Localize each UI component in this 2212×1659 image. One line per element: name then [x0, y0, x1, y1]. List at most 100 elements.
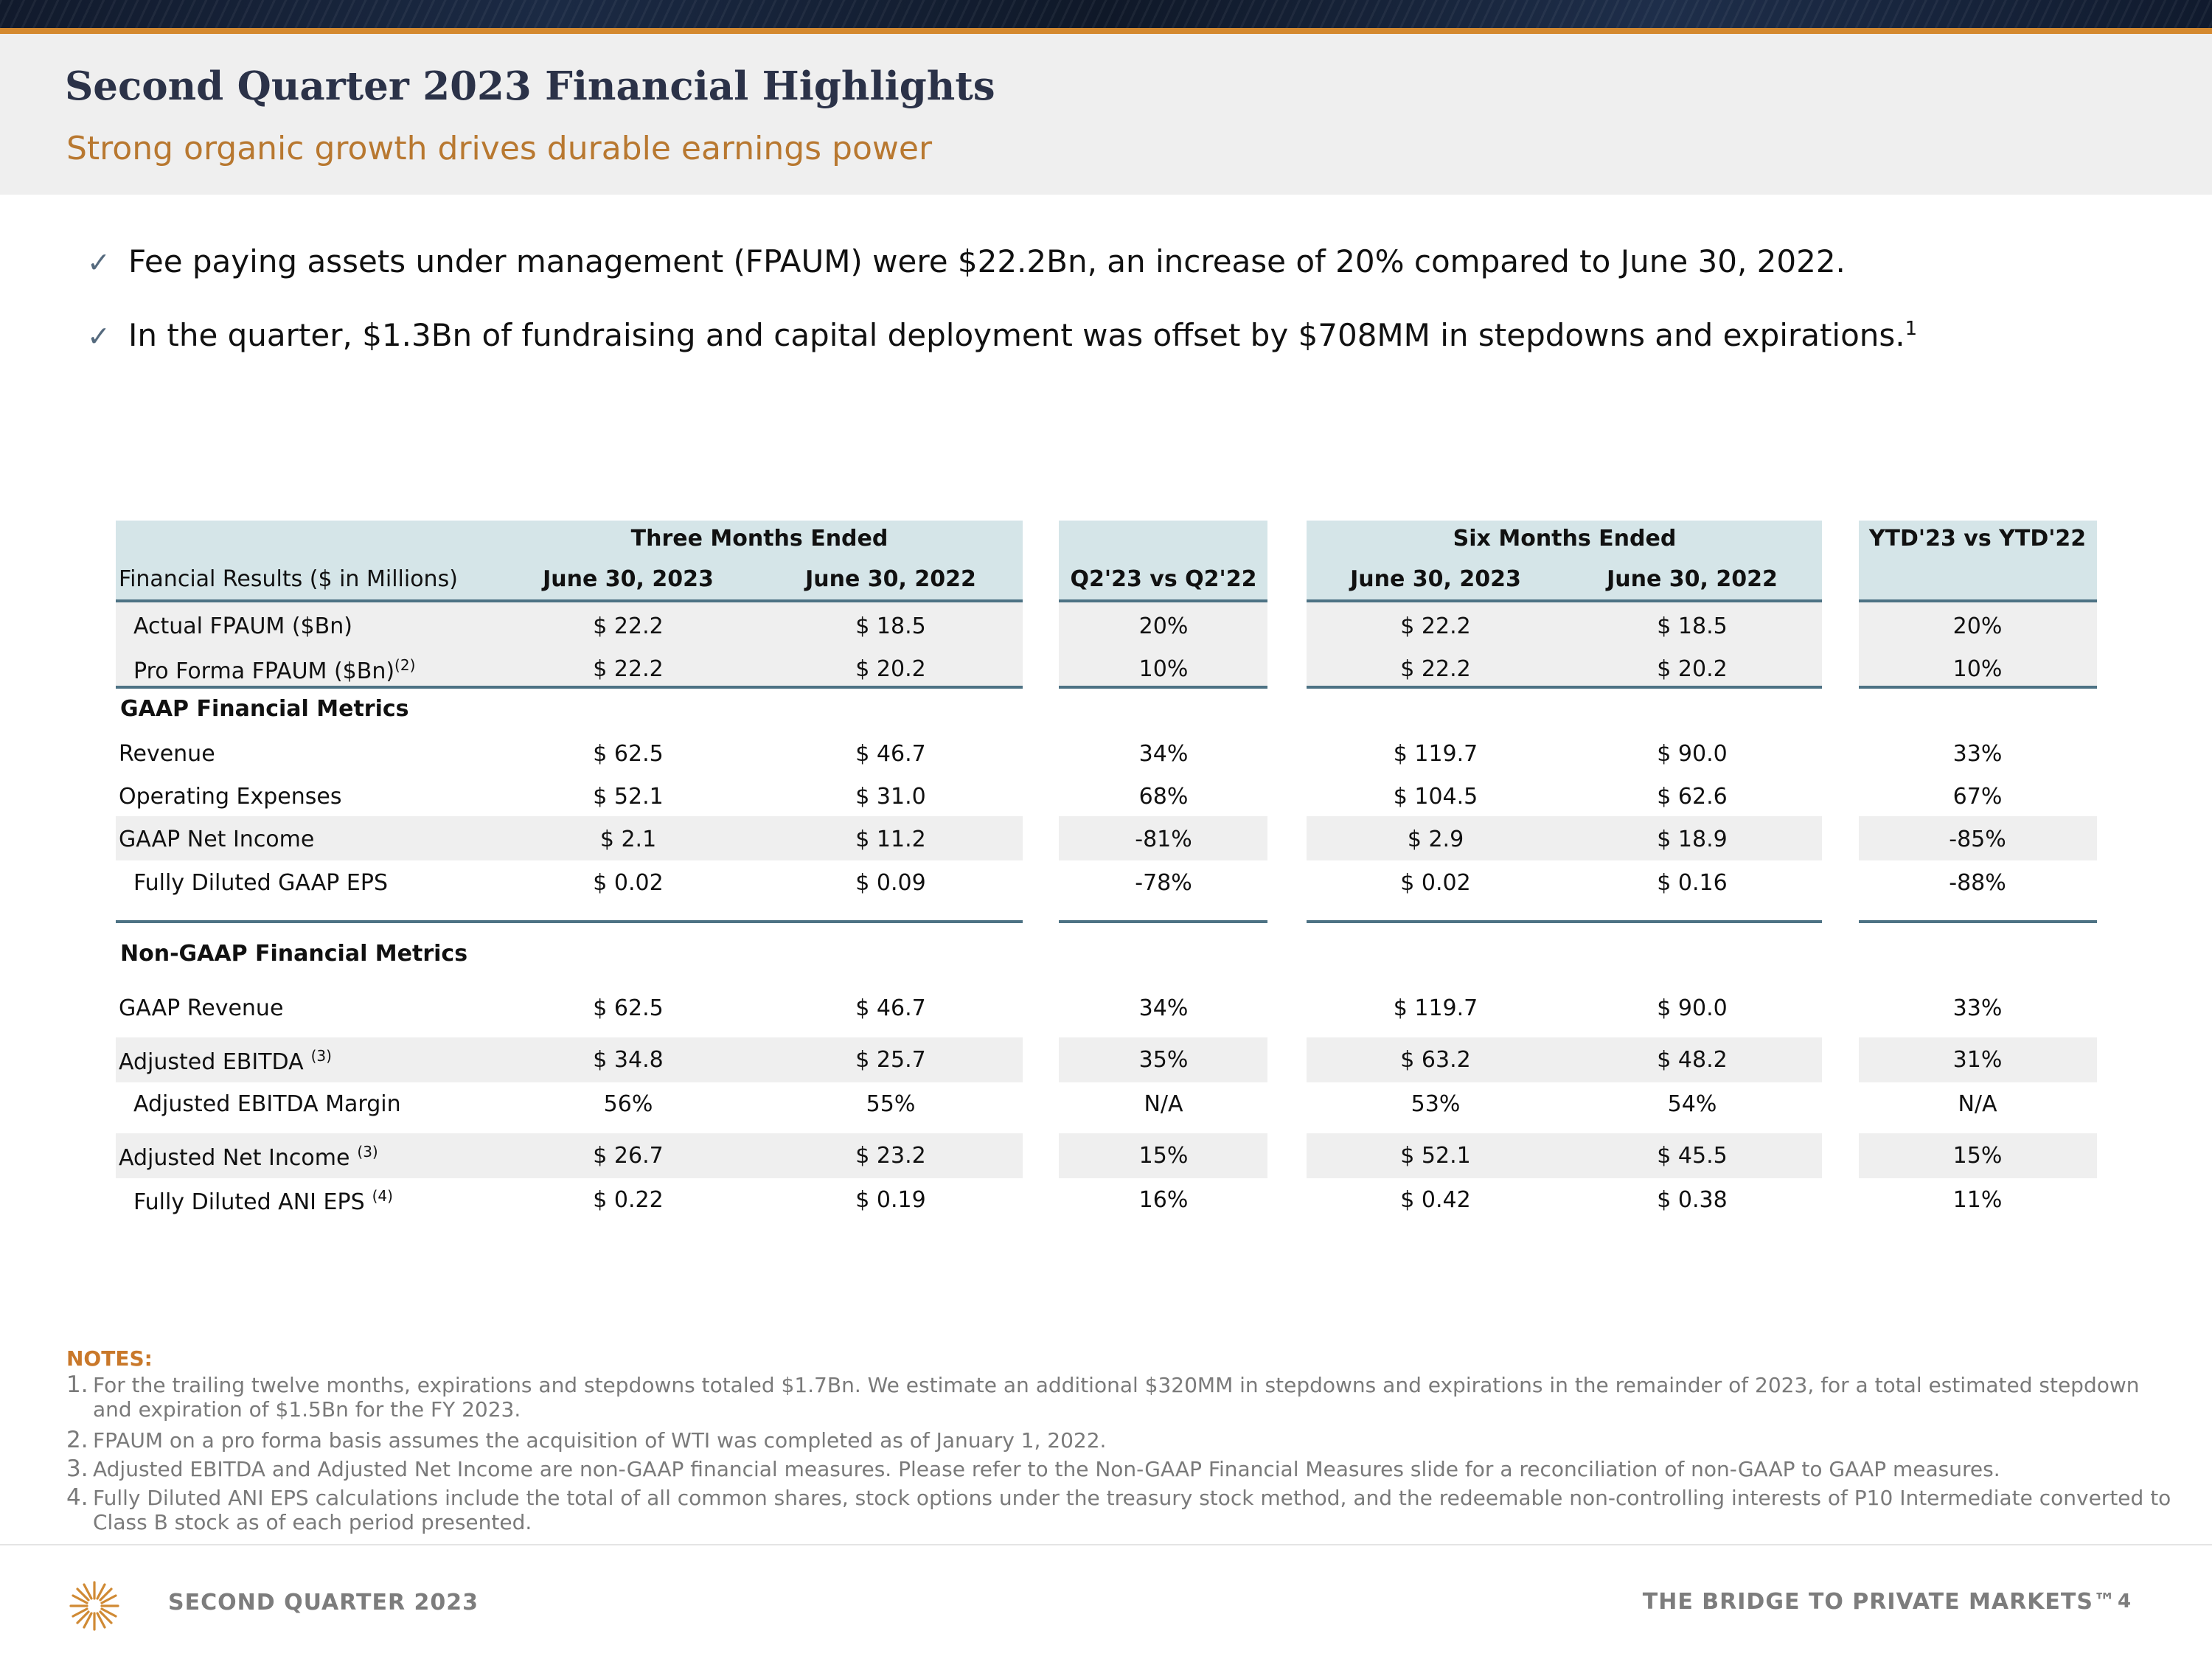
- table-cell-ytd: 15%: [1952, 1143, 2003, 1169]
- row-shade: [1859, 1037, 2097, 1082]
- table-rule: [1859, 686, 2097, 689]
- table-cell-qchg: N/A: [1144, 1091, 1183, 1117]
- column-header-q2022: June 30, 2022: [805, 566, 976, 592]
- row-shade: [1307, 602, 1822, 687]
- row-label: Operating Expenses: [119, 784, 341, 810]
- accent-line: [0, 28, 2212, 34]
- table-cell-s22: $ 0.38: [1657, 1187, 1728, 1213]
- table-header-bg: [116, 521, 1023, 600]
- table-cell-s22: $ 45.5: [1657, 1143, 1728, 1169]
- bullet-text: In the quarter, $1.3Bn of fundraising an…: [128, 317, 1905, 353]
- table-cell-ytd: 20%: [1952, 613, 2003, 639]
- table-header-bg: [1307, 521, 1822, 600]
- column-header-label: Financial Results ($ in Millions): [119, 566, 458, 592]
- row-shade: [1859, 602, 2097, 687]
- table-cell-q23: $ 52.1: [593, 784, 664, 810]
- footer-tagline: THE BRIDGE TO PRIVATE MARKETS™: [1642, 1589, 2116, 1615]
- row-shade: [1059, 1133, 1267, 1178]
- table-cell-q22: 55%: [866, 1091, 916, 1117]
- row-shade: [1307, 816, 1822, 860]
- header-band: [0, 34, 2212, 195]
- column-header-q-change: Q2'23 vs Q2'22: [1070, 566, 1257, 592]
- table-cell-q22: $ 23.2: [855, 1143, 926, 1169]
- bullet-fundraising: ✓ In the quarter, $1.3Bn of fundraising a…: [87, 317, 1917, 353]
- row-shade: [1059, 602, 1267, 687]
- row-shade: [116, 602, 1023, 687]
- table-cell-q22: $ 20.2: [855, 656, 926, 682]
- table-cell-qchg: 34%: [1138, 995, 1189, 1021]
- column-header-s2022: June 30, 2022: [1607, 566, 1778, 592]
- note-number: 2.: [66, 1427, 88, 1453]
- table-cell-q23: $ 2.1: [599, 827, 657, 852]
- row-label: Fully Diluted ANI EPS (4): [133, 1187, 393, 1215]
- row-label-text: Adjusted EBITDA: [119, 1049, 304, 1075]
- table-cell-q23: $ 0.02: [593, 870, 664, 896]
- table-cell-q23: $ 22.2: [593, 613, 664, 639]
- table-cell-q23: $ 62.5: [593, 741, 664, 767]
- table-cell-ytd: 10%: [1952, 656, 2003, 682]
- note-number: 1.: [66, 1371, 88, 1398]
- table-cell-qchg: -78%: [1135, 870, 1192, 896]
- table-cell-q23: 56%: [603, 1091, 653, 1117]
- row-label: Adjusted EBITDA (3): [119, 1047, 332, 1075]
- section-non-gaap: Non-GAAP Financial Metrics: [120, 941, 468, 967]
- checkmark-icon: ✓: [87, 320, 111, 352]
- table-cell-s23: $ 119.7: [1393, 995, 1478, 1021]
- table-header-bg: [1059, 521, 1267, 600]
- row-label-text: Actual FPAUM ($Bn): [133, 613, 352, 639]
- table-cell-ytd: -88%: [1949, 870, 2006, 896]
- table-cell-s23: $ 104.5: [1393, 784, 1478, 810]
- note-text: Adjusted EBITDA and Adjusted Net Income …: [93, 1457, 2000, 1481]
- row-label-text: Adjusted EBITDA Margin: [133, 1091, 401, 1117]
- table-cell-s22: $ 20.2: [1657, 656, 1728, 682]
- row-label-text: GAAP Net Income: [119, 827, 315, 852]
- row-shade: [116, 816, 1023, 860]
- table-cell-q23: $ 34.8: [593, 1047, 664, 1073]
- footnote-ref: (3): [310, 1047, 332, 1065]
- p10-logo-icon: [69, 1581, 119, 1631]
- row-shade: [1859, 1133, 2097, 1178]
- table-cell-ytd: -85%: [1949, 827, 2006, 852]
- row-label-text: Fully Diluted GAAP EPS: [133, 870, 389, 896]
- table-cell-qchg: 68%: [1138, 784, 1189, 810]
- section-gaap: GAAP Financial Metrics: [120, 696, 409, 722]
- footnote-ref: (2): [394, 656, 416, 674]
- table-cell-s22: $ 18.9: [1657, 827, 1728, 852]
- table-cell-s23: 53%: [1411, 1091, 1461, 1117]
- row-label: Adjusted Net Income (3): [119, 1143, 378, 1171]
- table-rule: [1859, 920, 2097, 923]
- row-label: GAAP Net Income: [119, 827, 314, 852]
- row-shade: [1059, 816, 1267, 860]
- table-rule: [1307, 599, 1822, 602]
- table-cell-ytd: 33%: [1952, 995, 2003, 1021]
- table-cell-s22: $ 62.6: [1657, 784, 1728, 810]
- table-cell-q22: $ 18.5: [855, 613, 926, 639]
- table-cell-s23: $ 0.42: [1400, 1187, 1471, 1213]
- notes-heading: NOTES:: [66, 1346, 153, 1371]
- bullet-text: Fee paying assets under management (FPAU…: [128, 243, 1846, 279]
- column-header-q2023: June 30, 2023: [543, 566, 714, 592]
- row-label-text: Pro Forma FPAUM ($Bn): [133, 658, 395, 684]
- note-text: Fully Diluted ANI EPS calculations inclu…: [93, 1486, 2171, 1534]
- row-label: Pro Forma FPAUM ($Bn)(2): [133, 656, 415, 684]
- footer-quarter-label: SECOND QUARTER 2023: [168, 1590, 479, 1615]
- page-title: Second Quarter 2023 Financial Highlights: [65, 63, 995, 109]
- row-label-text: Fully Diluted ANI EPS: [133, 1189, 365, 1215]
- row-shade: [1307, 1133, 1822, 1178]
- row-shade: [116, 1037, 1023, 1082]
- table-cell-q22: $ 0.09: [855, 870, 926, 896]
- row-label: GAAP Revenue: [119, 995, 283, 1021]
- row-label-text: Revenue: [119, 741, 215, 767]
- table-rule: [116, 599, 1023, 602]
- group-header-ytd: YTD'23 vs YTD'22: [1868, 526, 2087, 552]
- table-cell-q22: $ 25.7: [855, 1047, 926, 1073]
- table-cell-s23: $ 0.02: [1400, 870, 1471, 896]
- table-cell-q22: $ 11.2: [855, 827, 926, 852]
- table-cell-s23: $ 22.2: [1400, 656, 1471, 682]
- table-cell-s22: $ 90.0: [1657, 995, 1728, 1021]
- row-shade: [116, 1133, 1023, 1178]
- footer-divider: [0, 1544, 2212, 1545]
- row-label: Revenue: [119, 741, 215, 767]
- top-banner: [0, 0, 2212, 28]
- table-cell-q22: $ 31.0: [855, 784, 926, 810]
